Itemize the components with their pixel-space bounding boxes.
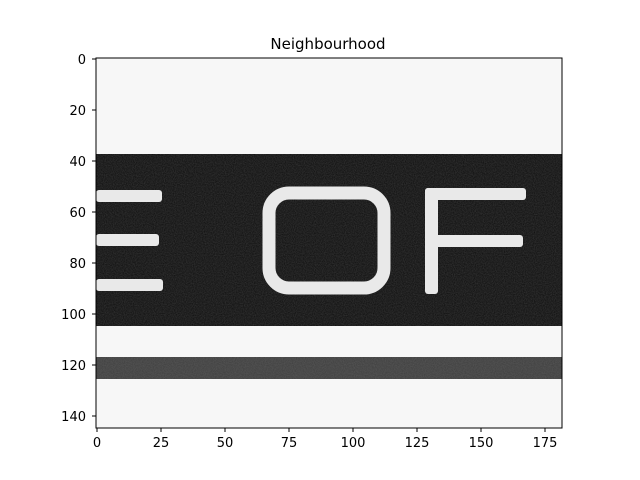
axes-frame [95,57,563,429]
x-tick-label: 0 [93,436,101,451]
x-axis: 0 25 50 75 100 125 150 175 [93,428,558,451]
lower-stripe-texture [96,357,562,379]
x-tick-label: 125 [405,436,430,451]
letter-o [262,186,391,295]
letter-e-bottom-stroke [96,279,163,291]
y-tick-label: 100 [61,308,86,323]
x-tick-label: 50 [217,436,234,451]
letter-f [425,188,526,294]
letter-e-top-stroke [96,190,162,202]
y-axis: 0 20 40 60 80 100 120 140 [61,53,96,425]
x-tick-label: 75 [281,436,298,451]
letter-e [96,190,163,291]
figure-title: Neighbourhood [270,35,385,53]
x-tick-label: 25 [153,436,170,451]
y-tick-label: 120 [61,359,86,374]
letter-f-middle-bar [425,235,523,247]
x-tick-label: 100 [341,436,366,451]
y-tick-label: 80 [69,257,86,272]
image-content [96,58,562,428]
x-tick-label: 175 [533,436,558,451]
letter-e-middle-stroke [96,234,159,246]
y-tick-label: 40 [69,155,86,170]
y-tick-label: 0 [78,53,86,68]
y-tick-label: 20 [69,104,86,119]
y-tick-label: 60 [69,206,86,221]
x-tick-label: 150 [469,436,494,451]
y-tick-label: 140 [61,410,86,425]
letter-f-top-bar [425,188,526,200]
